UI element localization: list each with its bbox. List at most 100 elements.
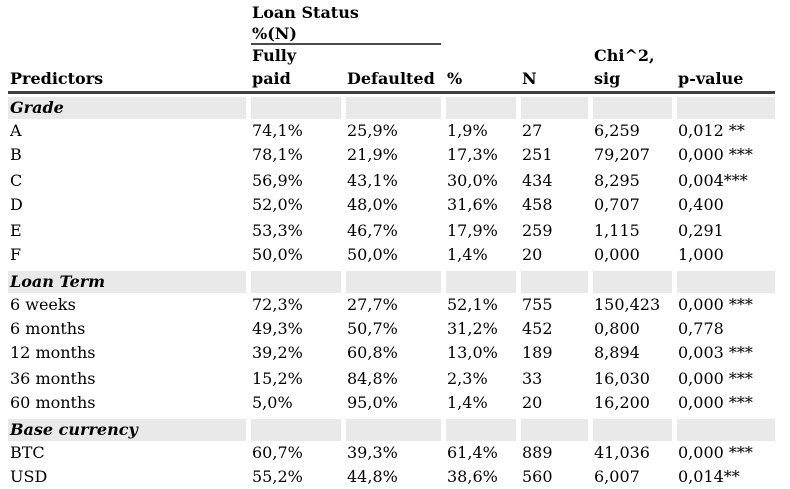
cell-n: 889 <box>522 443 553 462</box>
table-row: 36 months 15,2% 84,8% 2,3% 33 16,030 0,0… <box>8 367 775 391</box>
cell-defaulted: 25,9% <box>347 121 398 140</box>
column-header-fully-line1: Fully <box>252 46 297 65</box>
section-band-cell <box>446 419 516 441</box>
cell-pct: 2,3% <box>447 369 488 388</box>
cell-pvalue: 0,778 <box>678 319 724 338</box>
table-row: USD 55,2% 44,8% 38,6% 560 6,007 0,014** <box>8 465 775 489</box>
column-header-n: N <box>522 69 537 88</box>
table-row: C 56,9% 43,1% 30,0% 434 8,295 0,004*** <box>8 169 775 193</box>
section-header-grade: Grade <box>8 97 775 119</box>
group-header-line2: %(N) <box>252 24 297 43</box>
section-header-base-currency: Base currency <box>8 419 775 441</box>
table-row: BTC 60,7% 39,3% 61,4% 889 41,036 0,000 *… <box>8 441 775 465</box>
cell-n: 251 <box>522 145 553 164</box>
cell-fully-paid: 53,3% <box>252 221 303 240</box>
cell-pct: 13,0% <box>447 343 498 362</box>
column-header-chi2-line2: sig <box>594 69 621 88</box>
row-label: 12 months <box>10 343 96 362</box>
section-band-cell <box>677 271 775 293</box>
cell-defaulted: 46,7% <box>347 221 398 240</box>
cell-fully-paid: 78,1% <box>252 145 303 164</box>
cell-fully-paid: 15,2% <box>252 369 303 388</box>
section-band-cell <box>677 419 775 441</box>
row-label: 60 months <box>10 393 96 412</box>
cell-chi2: 0,707 <box>594 195 640 214</box>
section-label: Base currency <box>8 419 246 441</box>
cell-chi2: 1,115 <box>594 221 640 240</box>
cell-fully-paid: 5,0% <box>252 393 293 412</box>
cell-fully-paid: 74,1% <box>252 121 303 140</box>
cell-pct: 1,9% <box>447 121 488 140</box>
section-band-cell <box>446 97 516 119</box>
cell-fully-paid: 49,3% <box>252 319 303 338</box>
column-header-chi2-line1: Chi^2, <box>594 46 655 65</box>
section-band-cell <box>251 419 341 441</box>
cell-pvalue: 0,003 *** <box>678 343 753 362</box>
section-band-cell <box>521 419 588 441</box>
cell-n: 27 <box>522 121 543 140</box>
cell-fully-paid: 60,7% <box>252 443 303 462</box>
cell-n: 755 <box>522 295 553 314</box>
table-row: D 52,0% 48,0% 31,6% 458 0,707 0,400 <box>8 193 775 217</box>
table-row: 12 months 39,2% 60,8% 13,0% 189 8,894 0,… <box>8 341 775 365</box>
cell-chi2: 150,423 <box>594 295 661 314</box>
section-band-cell <box>593 271 672 293</box>
cell-defaulted: 44,8% <box>347 467 398 486</box>
cell-pvalue: 0,291 <box>678 221 724 240</box>
cell-pvalue: 0,014** <box>678 467 740 486</box>
table-row: B 78,1% 21,9% 17,3% 251 79,207 0,000 *** <box>8 143 775 167</box>
cell-chi2: 16,200 <box>594 393 650 412</box>
cell-n: 33 <box>522 369 543 388</box>
row-label: USD <box>10 467 48 486</box>
cell-defaulted: 95,0% <box>347 393 398 412</box>
group-header-line1: Loan Status <box>252 3 359 22</box>
section-band-cell <box>346 97 441 119</box>
group-header-loan-status: Loan Status %(N) <box>251 2 441 45</box>
cell-defaulted: 50,7% <box>347 319 398 338</box>
cell-defaulted: 84,8% <box>347 369 398 388</box>
section-band-cell <box>346 419 441 441</box>
cell-fully-paid: 55,2% <box>252 467 303 486</box>
cell-pvalue: 0,000 *** <box>678 369 753 388</box>
cell-pct: 1,4% <box>447 393 488 412</box>
section-band-cell <box>521 97 588 119</box>
cell-defaulted: 60,8% <box>347 343 398 362</box>
cell-n: 458 <box>522 195 553 214</box>
row-label: A <box>10 121 22 140</box>
cell-pct: 52,1% <box>447 295 498 314</box>
cell-pvalue: 0,400 <box>678 195 724 214</box>
cell-pvalue: 0,000 *** <box>678 443 753 462</box>
cell-n: 434 <box>522 171 553 190</box>
row-label: 6 weeks <box>10 295 76 314</box>
cell-defaulted: 50,0% <box>347 245 398 264</box>
row-label: 6 months <box>10 319 86 338</box>
cell-chi2: 41,036 <box>594 443 650 462</box>
table-header: Loan Status %(N) Fully Chi^2, Predictors… <box>8 2 775 94</box>
table-row: 6 weeks 72,3% 27,7% 52,1% 755 150,423 0,… <box>8 293 775 317</box>
cell-pct: 17,9% <box>447 221 498 240</box>
table-row: F 50,0% 50,0% 1,4% 20 0,000 1,000 <box>8 243 775 267</box>
table-row: 60 months 5,0% 95,0% 1,4% 20 16,200 0,00… <box>8 391 775 415</box>
cell-chi2: 6,259 <box>594 121 640 140</box>
row-label: 36 months <box>10 369 96 388</box>
cell-n: 20 <box>522 393 543 412</box>
section-band-cell <box>677 97 775 119</box>
row-label: B <box>10 145 22 164</box>
column-header-fully-line2: paid <box>252 69 291 88</box>
cell-n: 20 <box>522 245 543 264</box>
section-band-cell <box>593 97 672 119</box>
cell-chi2: 8,894 <box>594 343 640 362</box>
cell-fully-paid: 72,3% <box>252 295 303 314</box>
cell-pvalue: 1,000 <box>678 245 724 264</box>
cell-chi2: 6,007 <box>594 467 640 486</box>
cell-pvalue: 0,000 *** <box>678 145 753 164</box>
table-row: A 74,1% 25,9% 1,9% 27 6,259 0,012 ** <box>8 119 775 143</box>
cell-pct: 1,4% <box>447 245 488 264</box>
cell-chi2: 16,030 <box>594 369 650 388</box>
section-band-cell <box>593 419 672 441</box>
cell-pct: 17,3% <box>447 145 498 164</box>
cell-fully-paid: 52,0% <box>252 195 303 214</box>
loan-status-statistics-table: Loan Status %(N) Fully Chi^2, Predictors… <box>8 2 775 489</box>
column-header-percent: % <box>447 69 463 88</box>
cell-chi2: 79,207 <box>594 145 650 164</box>
